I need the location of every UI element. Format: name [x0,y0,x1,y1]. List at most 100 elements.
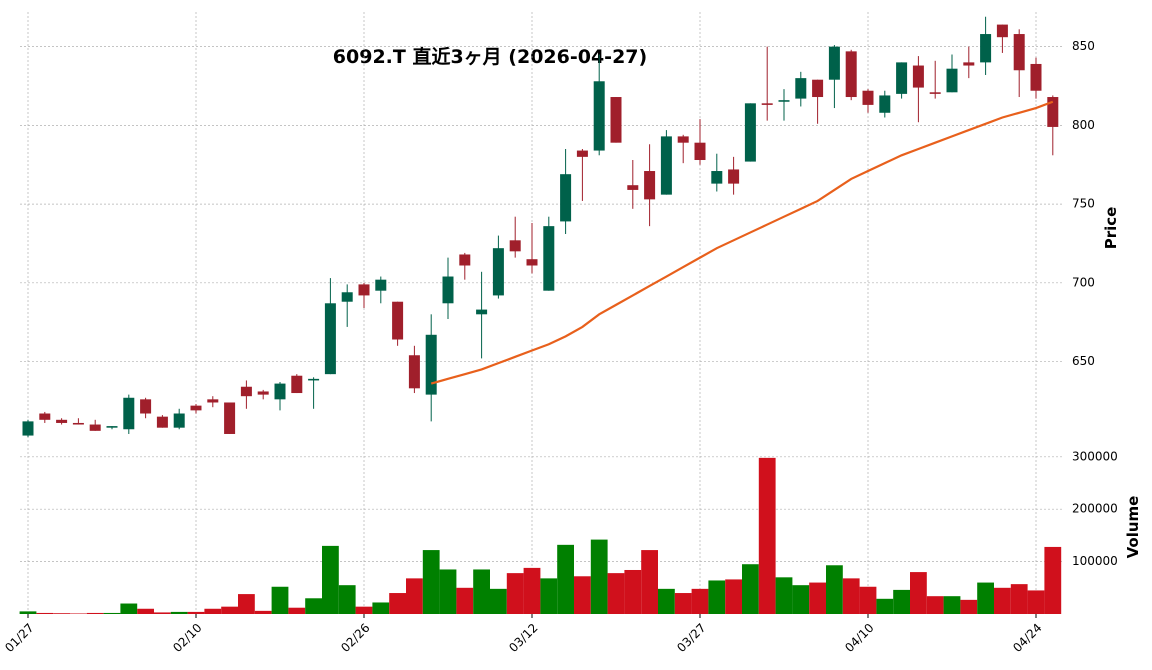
volume-bar [876,598,894,614]
candle-body [56,419,68,423]
volume-bar [926,596,944,614]
candle-body [190,405,202,411]
candle-body [358,284,370,296]
volume-bar [960,599,978,614]
candle-body [324,303,336,375]
volume-bar [758,457,776,614]
volume-bar [641,550,658,614]
volume-bar [557,544,574,614]
volume-tick-label: 300000 [1072,449,1118,463]
volume-axis-label: Volume [1124,496,1142,559]
candle-body [761,103,773,105]
candle-body [140,399,152,414]
volume-bar [607,573,625,614]
candle-body [392,301,404,340]
y-tick-label: 750 [1072,197,1095,211]
x-tick-label: 03/27 [674,621,708,655]
candle-body [207,399,219,403]
volume-tick-label: 200000 [1072,502,1118,516]
volume-bar [658,588,675,614]
candle-body [476,309,488,315]
x-tick-label: 04/24 [1010,621,1044,655]
volume-bar [271,586,289,614]
candle-body [694,142,706,161]
candle-body [375,279,387,291]
volume-bar [473,569,490,614]
volume-bar [204,608,222,614]
candle-body [593,81,605,151]
volume-bar [893,589,910,614]
candle-body [39,413,51,420]
candle-body [291,375,303,394]
volume-bar [725,579,742,614]
volume-bar [910,572,927,614]
candle-body [341,292,353,302]
candle-body [459,254,471,266]
volume-bar [506,573,524,614]
volume-bar [221,606,238,614]
volume-bar [691,588,709,614]
volume-bar [1044,546,1062,614]
candle-body [408,355,420,389]
candle-body [644,171,656,200]
candle-body [980,34,992,63]
volume-bar [154,612,171,614]
candle-body [22,421,34,436]
y-tick-label: 800 [1072,118,1095,132]
candle-body [728,169,740,184]
candle-body [89,424,101,431]
volume-bar [53,613,70,614]
volume-bar [994,587,1011,614]
volume-bar [775,577,793,614]
candle-body [896,62,908,94]
volume-bar [590,539,608,614]
y-tick-label: 650 [1072,354,1095,368]
candle-body [627,185,639,190]
candle-body [240,386,252,397]
candle-body [123,397,135,430]
volume-tick-label: 100000 [1072,554,1118,568]
volume-bar [792,585,810,614]
candle-body [879,95,891,113]
volume-bar [170,611,188,614]
candle-body [106,426,118,428]
volume-bar [809,582,826,614]
volume-bar [86,612,104,614]
candle-body [224,402,236,434]
volume-bar [977,582,994,614]
candle-body [996,24,1008,38]
volume-bar [338,585,356,614]
volume-bar [943,596,961,614]
volume-bar [406,578,423,614]
candle-body [308,378,320,381]
candle-body [963,62,975,66]
candle-body [1030,63,1042,91]
candle-body [929,92,941,94]
volume-bar [439,569,457,614]
volume-bar [1010,584,1028,614]
volume-bar [322,545,339,614]
candle-body [274,383,286,400]
volume-bar [1027,590,1045,614]
candle-body [576,150,588,157]
volume-bar [826,565,843,614]
volume-bar [842,578,860,614]
x-tick-label: 01/27 [2,621,36,655]
volume-bar [742,564,759,614]
candle-body [660,136,672,195]
volume-bar [238,594,255,614]
volume-bar [540,578,558,614]
candle-body [711,171,723,184]
volume-bar [36,612,54,614]
volume-bar [372,602,390,614]
candle-body [72,422,84,425]
candle-body [1047,97,1059,127]
candle-body [946,68,958,93]
volume-bar [674,593,692,614]
candle-body [257,391,269,395]
candle-body [812,79,824,98]
candle-body [425,334,437,395]
volume-bar [120,603,138,614]
candle-body [862,90,874,105]
moving-average-line [430,100,1054,385]
